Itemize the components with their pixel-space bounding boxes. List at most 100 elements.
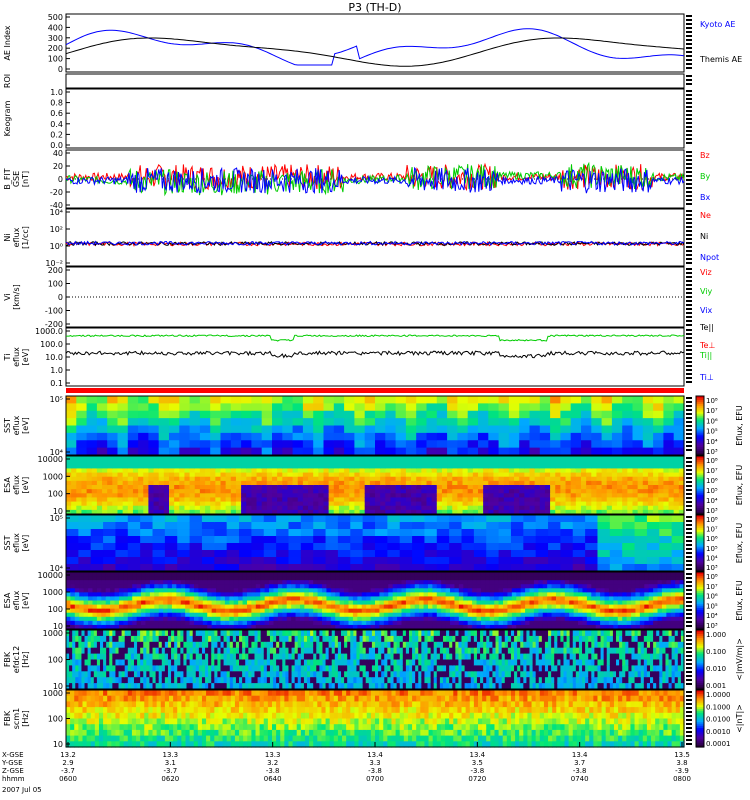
spec-cell-esa_i (454, 592, 460, 598)
spec-cell-esa_i (74, 580, 80, 585)
spec-cell-sst_i (634, 522, 648, 530)
spec-cell-sst_i (585, 557, 599, 565)
spec-cell-sst_e (653, 403, 664, 412)
spec-cell-esa_i (679, 604, 685, 610)
spec-cell-esa_i (317, 576, 323, 581)
spec-cell-sst_i (449, 522, 463, 530)
spec-cell-esa_i (216, 600, 222, 606)
spec-cell-sst_e (261, 396, 273, 404)
spec-cell-esa_e (663, 468, 670, 474)
spec-cell-esa_e (132, 460, 139, 465)
spec-cell-esa_e (297, 509, 304, 515)
spec-cell-esa_e (416, 464, 422, 470)
spec-cell-esa_e (369, 505, 376, 511)
spec-cell-sst_e (653, 418, 664, 427)
spec-cell-esa_e (369, 509, 376, 515)
spec-cell-esa_i (330, 584, 336, 589)
spec-cell-esa_i (317, 596, 323, 602)
panel-frame-ti (65, 327, 685, 387)
spec-cell-esa_e (112, 505, 119, 511)
spec-cell-esa_e (622, 480, 628, 486)
spec-cell-esa_e (678, 485, 685, 490)
spec-cell-esa_i (238, 592, 244, 598)
spec-cell-sst_i (103, 536, 117, 544)
spec-cell-esa_i (653, 624, 659, 630)
spec-cell-esa_i (189, 580, 195, 585)
legend-Bz: Bz (700, 151, 710, 160)
ytick-label-keogram: 1.0 (50, 88, 63, 97)
colorbar-cell-esa_i (696, 613, 704, 617)
spec-cell-esa_e (174, 505, 180, 511)
spec-cell-sst_e (189, 440, 201, 449)
spec-cell-sst_e (560, 396, 572, 404)
spec-cell-esa_e (668, 464, 675, 470)
spec-cell-sst_e (158, 440, 170, 449)
spec-cell-esa_i (202, 584, 208, 589)
spec-cell-esa_e (71, 480, 77, 486)
spec-cell-sst_i (362, 536, 376, 544)
spec-cell-esa_e (277, 497, 283, 503)
spec-cell-esa_i (538, 572, 544, 577)
spec-cell-esa_i (661, 576, 667, 581)
spec-cell-sst_i (535, 536, 549, 544)
legend-te-perp: Te⊥ (699, 341, 715, 350)
spec-cell-esa_i (573, 596, 579, 602)
spec-cell-esa_i (383, 592, 389, 598)
spec-cell-sst_i (189, 536, 203, 544)
spec-cell-esa_i (401, 624, 407, 630)
spec-cell-esa_e (488, 480, 495, 486)
colorbar-cell-esa_e (696, 500, 704, 503)
spec-cell-esa_i (498, 624, 504, 630)
spec-cell-esa_i (277, 596, 283, 602)
spec-cell-sst_e (117, 410, 129, 419)
spec-cell-esa_e (472, 460, 479, 465)
spec-cell-esa_e (272, 476, 278, 482)
spec-cell-esa_i (330, 572, 336, 577)
spec-cell-esa_i (613, 600, 619, 606)
spec-cell-esa_i (74, 576, 80, 581)
spec-cell-esa_i (498, 576, 504, 581)
spec-cell-esa_e (586, 493, 592, 499)
spec-cell-esa_e (349, 509, 355, 515)
spec-cell-esa_e (132, 480, 139, 486)
spec-cell-esa_i (255, 604, 261, 610)
spec-cell-esa_e (338, 497, 345, 503)
spec-cell-esa_e (529, 460, 536, 465)
spec-cell-sst_e (385, 425, 397, 434)
spec-cell-esa_e (611, 497, 618, 503)
spec-cell-esa_i (176, 604, 182, 610)
spec-cell-esa_i (560, 612, 566, 618)
spec-cell-esa_i (445, 620, 451, 626)
spec-cell-esa_i (366, 608, 372, 614)
spec-cell-esa_i (392, 604, 398, 610)
spec-cell-esa_e (369, 501, 376, 507)
spec-cell-esa_e (611, 464, 618, 470)
spec-cell-sst_e (210, 403, 222, 412)
spec-cell-esa_e (302, 497, 309, 503)
spec-cell-esa_e (199, 501, 206, 507)
spec-cell-sst_e (457, 425, 469, 434)
spec-cell-esa_e (617, 501, 623, 507)
spec-cell-esa_i (167, 616, 173, 622)
spec-cell-esa_e (678, 472, 685, 478)
spec-cell-esa_i (202, 620, 208, 626)
spec-cell-esa_i (631, 592, 637, 598)
spec-cell-esa_e (405, 476, 412, 482)
spec-cell-esa_i (114, 612, 120, 618)
spec-cell-esa_e (627, 493, 634, 499)
spec-cell-esa_e (297, 505, 304, 511)
spec-cell-esa_i (516, 572, 522, 577)
spec-cell-esa_e (369, 460, 376, 465)
spec-cell-esa_i (176, 608, 182, 614)
spec-cell-sst_e (395, 432, 407, 441)
spec-cell-esa_i (202, 580, 208, 585)
spec-cell-esa_i (66, 588, 72, 593)
spec-cell-esa_i (622, 612, 628, 618)
spec-cell-esa_e (112, 509, 119, 515)
spec-cell-esa_i (604, 572, 610, 577)
spec-cell-esa_i (273, 604, 279, 610)
spec-cell-esa_e (91, 485, 98, 490)
spec-cell-esa_e (416, 472, 422, 478)
spec-cell-esa_i (538, 608, 544, 614)
spec-cell-esa_e (395, 493, 402, 499)
